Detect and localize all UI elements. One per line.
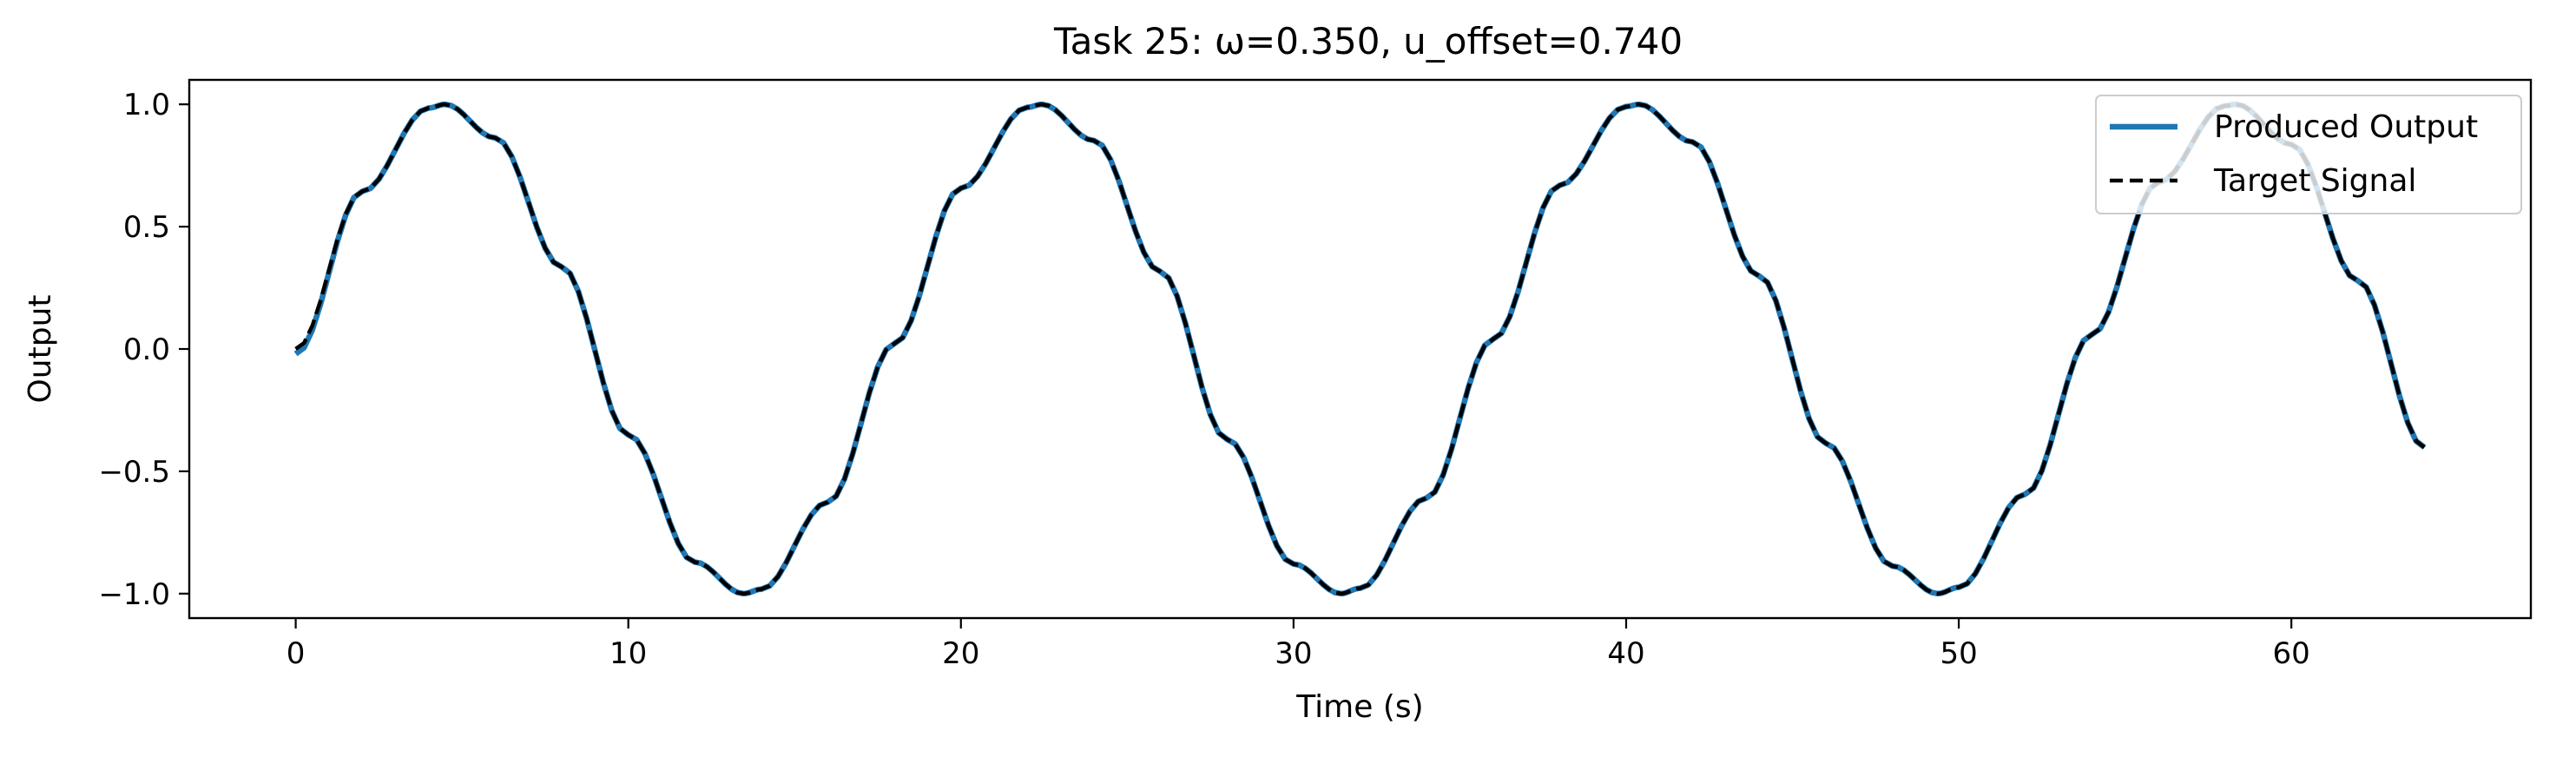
y-tick-label: 0.0 — [123, 332, 170, 367]
y-tick-label: 0.5 — [123, 210, 170, 245]
chart-title: Task 25: ω=0.350, u_offset=0.740 — [1053, 20, 1683, 63]
x-tick-label: 60 — [2273, 636, 2310, 671]
y-axis-ticks: −1.0 −0.5 0.0 0.5 1.0 — [98, 88, 189, 612]
y-tick-label: −1.0 — [98, 577, 170, 612]
legend-box — [2095, 95, 2522, 214]
legend-label-target-signal: Target Signal — [2213, 163, 2416, 199]
x-tick-label: 50 — [1940, 636, 1977, 671]
series-line-target-signal — [294, 102, 2426, 596]
y-axis-label: Output — [23, 294, 58, 403]
x-tick-label: 30 — [1275, 636, 1312, 671]
x-tick-label: 0 — [287, 636, 306, 671]
x-tick-label: 20 — [942, 636, 979, 671]
y-tick-label: −0.5 — [98, 455, 170, 490]
x-axis-ticks: 0 10 20 30 40 50 60 — [287, 618, 2310, 671]
legend-label-produced-output: Produced Output — [2214, 109, 2478, 145]
x-tick-label: 40 — [1607, 636, 1644, 671]
x-tick-label: 10 — [609, 636, 647, 671]
x-axis-label: Time (s) — [1295, 689, 1423, 725]
series-lines — [293, 101, 2427, 597]
legend: Produced Output Target Signal — [2095, 95, 2522, 214]
y-tick-label: 1.0 — [123, 88, 170, 122]
